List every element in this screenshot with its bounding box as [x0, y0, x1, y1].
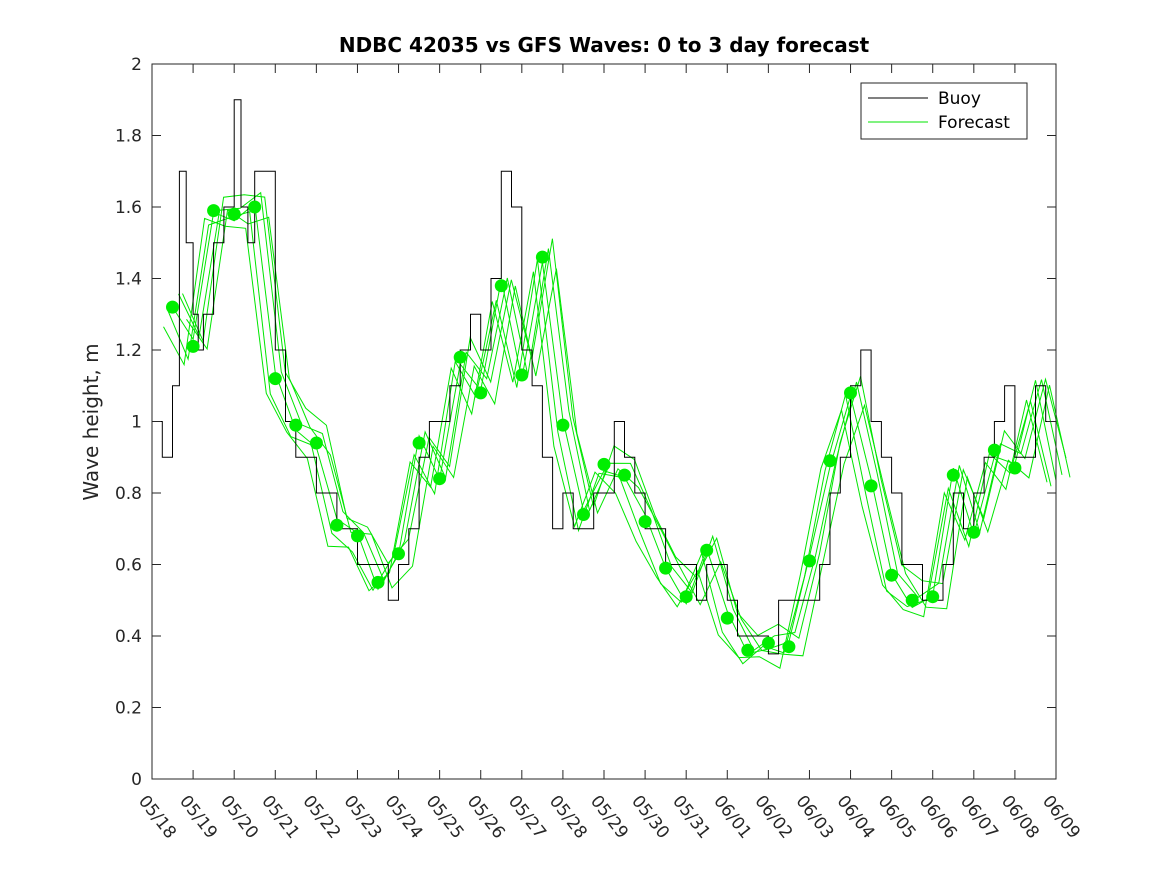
y-tick-label: 1.4 — [115, 270, 142, 290]
y-axis-label: Wave height, m — [79, 343, 103, 500]
buoy-series-line — [152, 99, 1056, 655]
forecast-point — [453, 350, 467, 364]
y-tick-label: 2 — [131, 55, 142, 75]
chart-title: NDBC 42035 vs GFS Waves: 0 to 3 day fore… — [339, 33, 870, 57]
forecast-point — [823, 454, 837, 468]
forecast-point — [474, 386, 488, 400]
y-tick-label: 0.2 — [115, 699, 142, 719]
y-tick-label: 1.8 — [115, 127, 142, 147]
forecast-point — [659, 561, 673, 575]
forecast-point — [967, 525, 981, 539]
forecast-point — [494, 279, 508, 293]
forecast-point — [330, 518, 344, 532]
legend-box — [860, 82, 1028, 140]
forecast-ensemble-line — [163, 217, 1048, 669]
forecast-point — [351, 529, 364, 543]
forecast-point — [248, 200, 262, 214]
forecast-point — [433, 472, 447, 486]
forecast-point — [638, 515, 652, 529]
forecast-point — [864, 479, 878, 493]
forecast-point — [207, 204, 221, 218]
forecast-point — [1008, 461, 1022, 475]
forecast-point — [597, 457, 611, 471]
forecast-point — [905, 593, 919, 607]
forecast-point — [371, 575, 385, 589]
forecast-point — [412, 436, 426, 450]
forecast-point — [803, 554, 816, 568]
forecast-point — [515, 368, 529, 382]
y-tick-label: 0.6 — [115, 556, 142, 576]
forecast-point — [782, 640, 796, 654]
forecast-point — [844, 386, 857, 400]
legend: Buoy Forecast — [860, 82, 1028, 140]
plot-area — [152, 99, 1071, 669]
y-tick-label: 1.2 — [115, 341, 142, 361]
legend-forecast-label: Forecast — [938, 113, 1010, 133]
forecast-point — [761, 636, 775, 650]
forecast-point — [268, 372, 282, 386]
forecast-point — [679, 590, 693, 604]
forecast-ensemble-line — [178, 191, 1063, 652]
forecast-point — [618, 468, 631, 482]
forecast-point — [741, 643, 755, 657]
forecast-point — [309, 436, 323, 450]
y-tick-label: 0 — [131, 770, 142, 790]
forecast-point — [720, 611, 734, 625]
forecast-ensemble-line — [167, 211, 1052, 665]
forecast-point — [392, 547, 405, 561]
forecast-point — [987, 443, 1001, 457]
forecast-point — [186, 339, 200, 353]
legend-buoy-label: Buoy — [938, 89, 981, 109]
forecast-point — [289, 418, 303, 432]
forecast-point — [166, 300, 179, 314]
forecast-point — [556, 418, 570, 432]
forecast-point — [535, 250, 549, 264]
y-tick-label: 1 — [131, 413, 142, 433]
forecast-point — [577, 508, 590, 521]
y-tick-label: 0.4 — [115, 627, 142, 647]
forecast-point — [885, 568, 899, 582]
y-tick-label: 0.8 — [115, 484, 142, 504]
forecast-point — [227, 207, 241, 221]
forecast-point — [926, 590, 940, 604]
forecast-point — [946, 468, 960, 482]
forecast-point — [700, 543, 714, 557]
y-tick-label: 1.6 — [115, 198, 142, 218]
